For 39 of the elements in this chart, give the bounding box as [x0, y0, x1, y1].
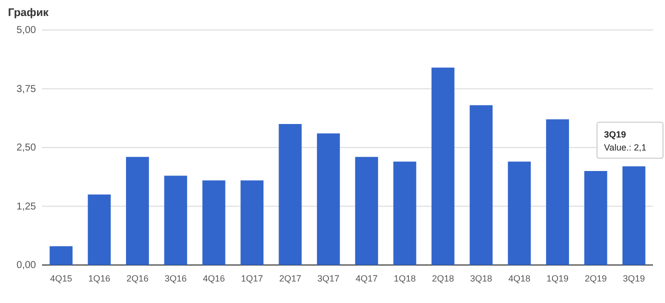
bar [88, 194, 111, 265]
x-tick-label: 2Q17 [279, 273, 302, 284]
y-tick-label: 5,00 [16, 25, 36, 36]
y-tick-label: 1,25 [16, 201, 36, 212]
bar [393, 162, 416, 265]
bar [622, 166, 646, 265]
x-tick-label: 1Q16 [88, 273, 110, 284]
x-tick-label: 3Q16 [164, 273, 187, 284]
bar [316, 133, 340, 265]
x-tick-label: 4Q16 [202, 273, 225, 284]
x-tick-label: 4Q18 [508, 273, 530, 284]
x-tick-label: 2Q19 [584, 273, 607, 284]
x-tick-label: 1Q19 [546, 273, 569, 284]
x-tick-label: 3Q18 [470, 273, 492, 284]
bar [432, 68, 454, 265]
bar [278, 124, 302, 265]
bar [546, 119, 569, 265]
bar [470, 105, 493, 265]
x-tick-label: 4Q15 [50, 273, 72, 284]
bar [50, 246, 73, 265]
bar [584, 171, 608, 265]
x-tick-label: 2Q18 [432, 273, 454, 284]
bar [355, 156, 378, 265]
chart-title: График [8, 7, 50, 19]
x-tick-label: 3Q17 [317, 273, 340, 284]
bar [126, 156, 149, 265]
bar [508, 162, 531, 265]
bar [240, 180, 264, 265]
x-tick-label: 3Q19 [622, 273, 645, 284]
y-tick-label: 2,50 [16, 142, 36, 154]
bar [202, 180, 226, 265]
x-tick-label: 1Q18 [394, 273, 416, 284]
x-tick-label: 1Q17 [241, 273, 264, 284]
bar [164, 176, 188, 265]
annotation: 3Q19 Value.: 2,1 [604, 129, 646, 152]
y-tick-label: 3,75 [16, 84, 36, 95]
x-tick-label: 4Q17 [356, 273, 378, 284]
x-tick-label: 2Q16 [126, 273, 148, 284]
y-tick-label: 0,00 [16, 260, 36, 272]
